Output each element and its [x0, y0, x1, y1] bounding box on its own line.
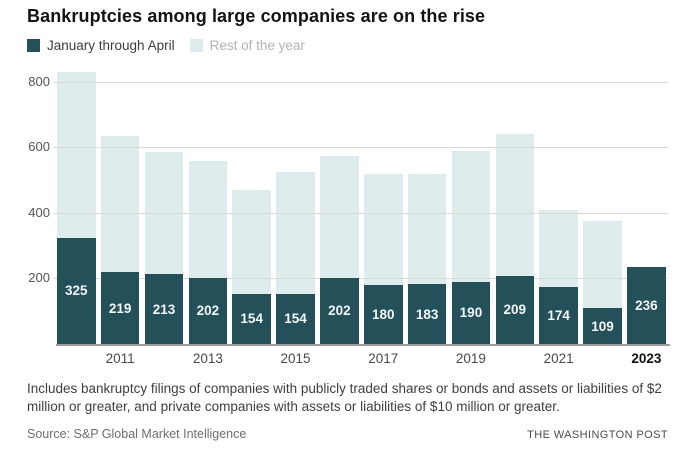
bar-value-label-2015: 154 — [284, 311, 307, 327]
footnote: Includes bankruptcy filings of companies… — [27, 381, 662, 414]
source-note: Source: S&P Global Market Intelligence — [27, 427, 247, 441]
bar-segment-jan-apr-2019 — [451, 281, 491, 344]
bar-segment-jan-apr-2020 — [495, 275, 535, 344]
chart-legend: January through April Rest of the year — [27, 38, 305, 53]
bar-segment-rest-2019 — [451, 150, 491, 282]
y-axis-tick-label-800: 800 — [28, 73, 50, 89]
bar-value-label-2011: 219 — [108, 300, 132, 316]
x-axis-tick-label-2013: 2013 — [192, 351, 223, 366]
legend-item-jan-apr: January through April — [27, 38, 175, 53]
x-axis-tick-label-2011: 2011 — [105, 351, 135, 366]
x-axis-tick-label-2019: 2019 — [455, 351, 486, 366]
legend-swatch-rest-icon — [189, 39, 203, 52]
bar-segment-rest-2016 — [320, 155, 359, 278]
legend-label-jan-apr: January through April — [47, 38, 175, 53]
gridline-600 — [53, 147, 668, 148]
bar-value-label-2018: 183 — [415, 306, 439, 322]
bar-segment-jan-apr-2014 — [232, 293, 271, 344]
bar-segment-jan-apr-2018 — [407, 284, 447, 344]
bar-value-label-2010: 325 — [65, 283, 88, 299]
bar-segment-jan-apr-2012 — [144, 274, 184, 344]
bar-segment-jan-apr-2021 — [539, 287, 578, 344]
x-axis-tick-label-2017: 2017 — [368, 351, 399, 366]
bar-segment-jan-apr-2022 — [583, 308, 622, 344]
legend-swatch-jan-apr-icon — [27, 39, 40, 52]
x-axis-tick-label-2023: 2023 — [631, 351, 662, 366]
gridline-400 — [53, 212, 668, 214]
bar-value-label-2019: 190 — [459, 305, 483, 321]
x-axis-tick-label-2015: 2015 — [280, 351, 311, 366]
legend-item-rest: Rest of the year — [189, 38, 305, 53]
bar-segment-jan-apr-2013 — [188, 277, 228, 344]
washington-post-wordmark: THE WASHINGTON POST — [527, 429, 668, 441]
legend-label-rest: Rest of the year — [209, 38, 305, 53]
bar-value-label-2017: 180 — [371, 307, 395, 323]
bar-segment-rest-2021 — [539, 209, 578, 287]
bar-segment-rest-2017 — [363, 173, 403, 286]
bar-segment-jan-apr-2023 — [627, 266, 666, 344]
bar-segment-rest-2015 — [276, 172, 315, 294]
bar-segment-rest-2010 — [57, 72, 96, 238]
bar-segment-rest-2011 — [100, 136, 140, 273]
bar-value-label-2022: 109 — [591, 318, 614, 334]
bar-segment-jan-apr-2011 — [100, 272, 140, 344]
bar-segment-rest-2022 — [583, 221, 622, 309]
y-axis-tick-label-200: 200 — [28, 270, 50, 285]
bar-value-label-2013: 202 — [196, 303, 220, 319]
bar-segment-jan-apr-2010 — [57, 237, 96, 344]
bar-segment-rest-2018 — [407, 173, 447, 285]
bar-segment-rest-2020 — [495, 134, 535, 276]
bar-segment-rest-2013 — [188, 160, 228, 278]
y-axis-tick-label-400: 400 — [28, 204, 50, 220]
y-axis-tick-label-600: 600 — [28, 139, 50, 154]
bar-value-label-2012: 213 — [152, 301, 176, 317]
bar-value-label-2020: 209 — [503, 302, 527, 318]
bar-segment-rest-2014 — [232, 190, 271, 294]
x-axis-line — [56, 344, 670, 346]
x-axis-tick-label-2021: 2021 — [543, 351, 574, 366]
bar-value-label-2021: 174 — [547, 307, 570, 323]
bar-segment-jan-apr-2017 — [363, 285, 403, 344]
chart-title: Bankruptcies among large companies are o… — [27, 6, 486, 26]
gridline-800 — [53, 81, 668, 83]
bar-value-label-2014: 154 — [240, 311, 263, 327]
gridline-200 — [53, 278, 668, 279]
bar-segment-jan-apr-2015 — [276, 293, 315, 344]
bar-segment-jan-apr-2016 — [320, 277, 359, 344]
bar-value-label-2016: 202 — [328, 303, 351, 319]
bar-value-label-2023: 236 — [635, 297, 658, 313]
